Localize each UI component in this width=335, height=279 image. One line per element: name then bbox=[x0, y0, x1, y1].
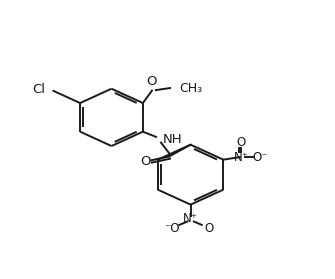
Text: O: O bbox=[237, 136, 246, 149]
Text: N⁺: N⁺ bbox=[234, 151, 249, 163]
Text: O: O bbox=[147, 74, 157, 88]
Text: O: O bbox=[140, 155, 150, 168]
Text: ⁻O: ⁻O bbox=[164, 222, 180, 235]
Text: O: O bbox=[204, 222, 214, 235]
Text: O⁻: O⁻ bbox=[253, 151, 268, 163]
Text: N⁺: N⁺ bbox=[183, 212, 198, 225]
Text: NH: NH bbox=[163, 133, 182, 146]
Text: Cl: Cl bbox=[32, 83, 45, 96]
Text: CH₃: CH₃ bbox=[179, 81, 202, 95]
